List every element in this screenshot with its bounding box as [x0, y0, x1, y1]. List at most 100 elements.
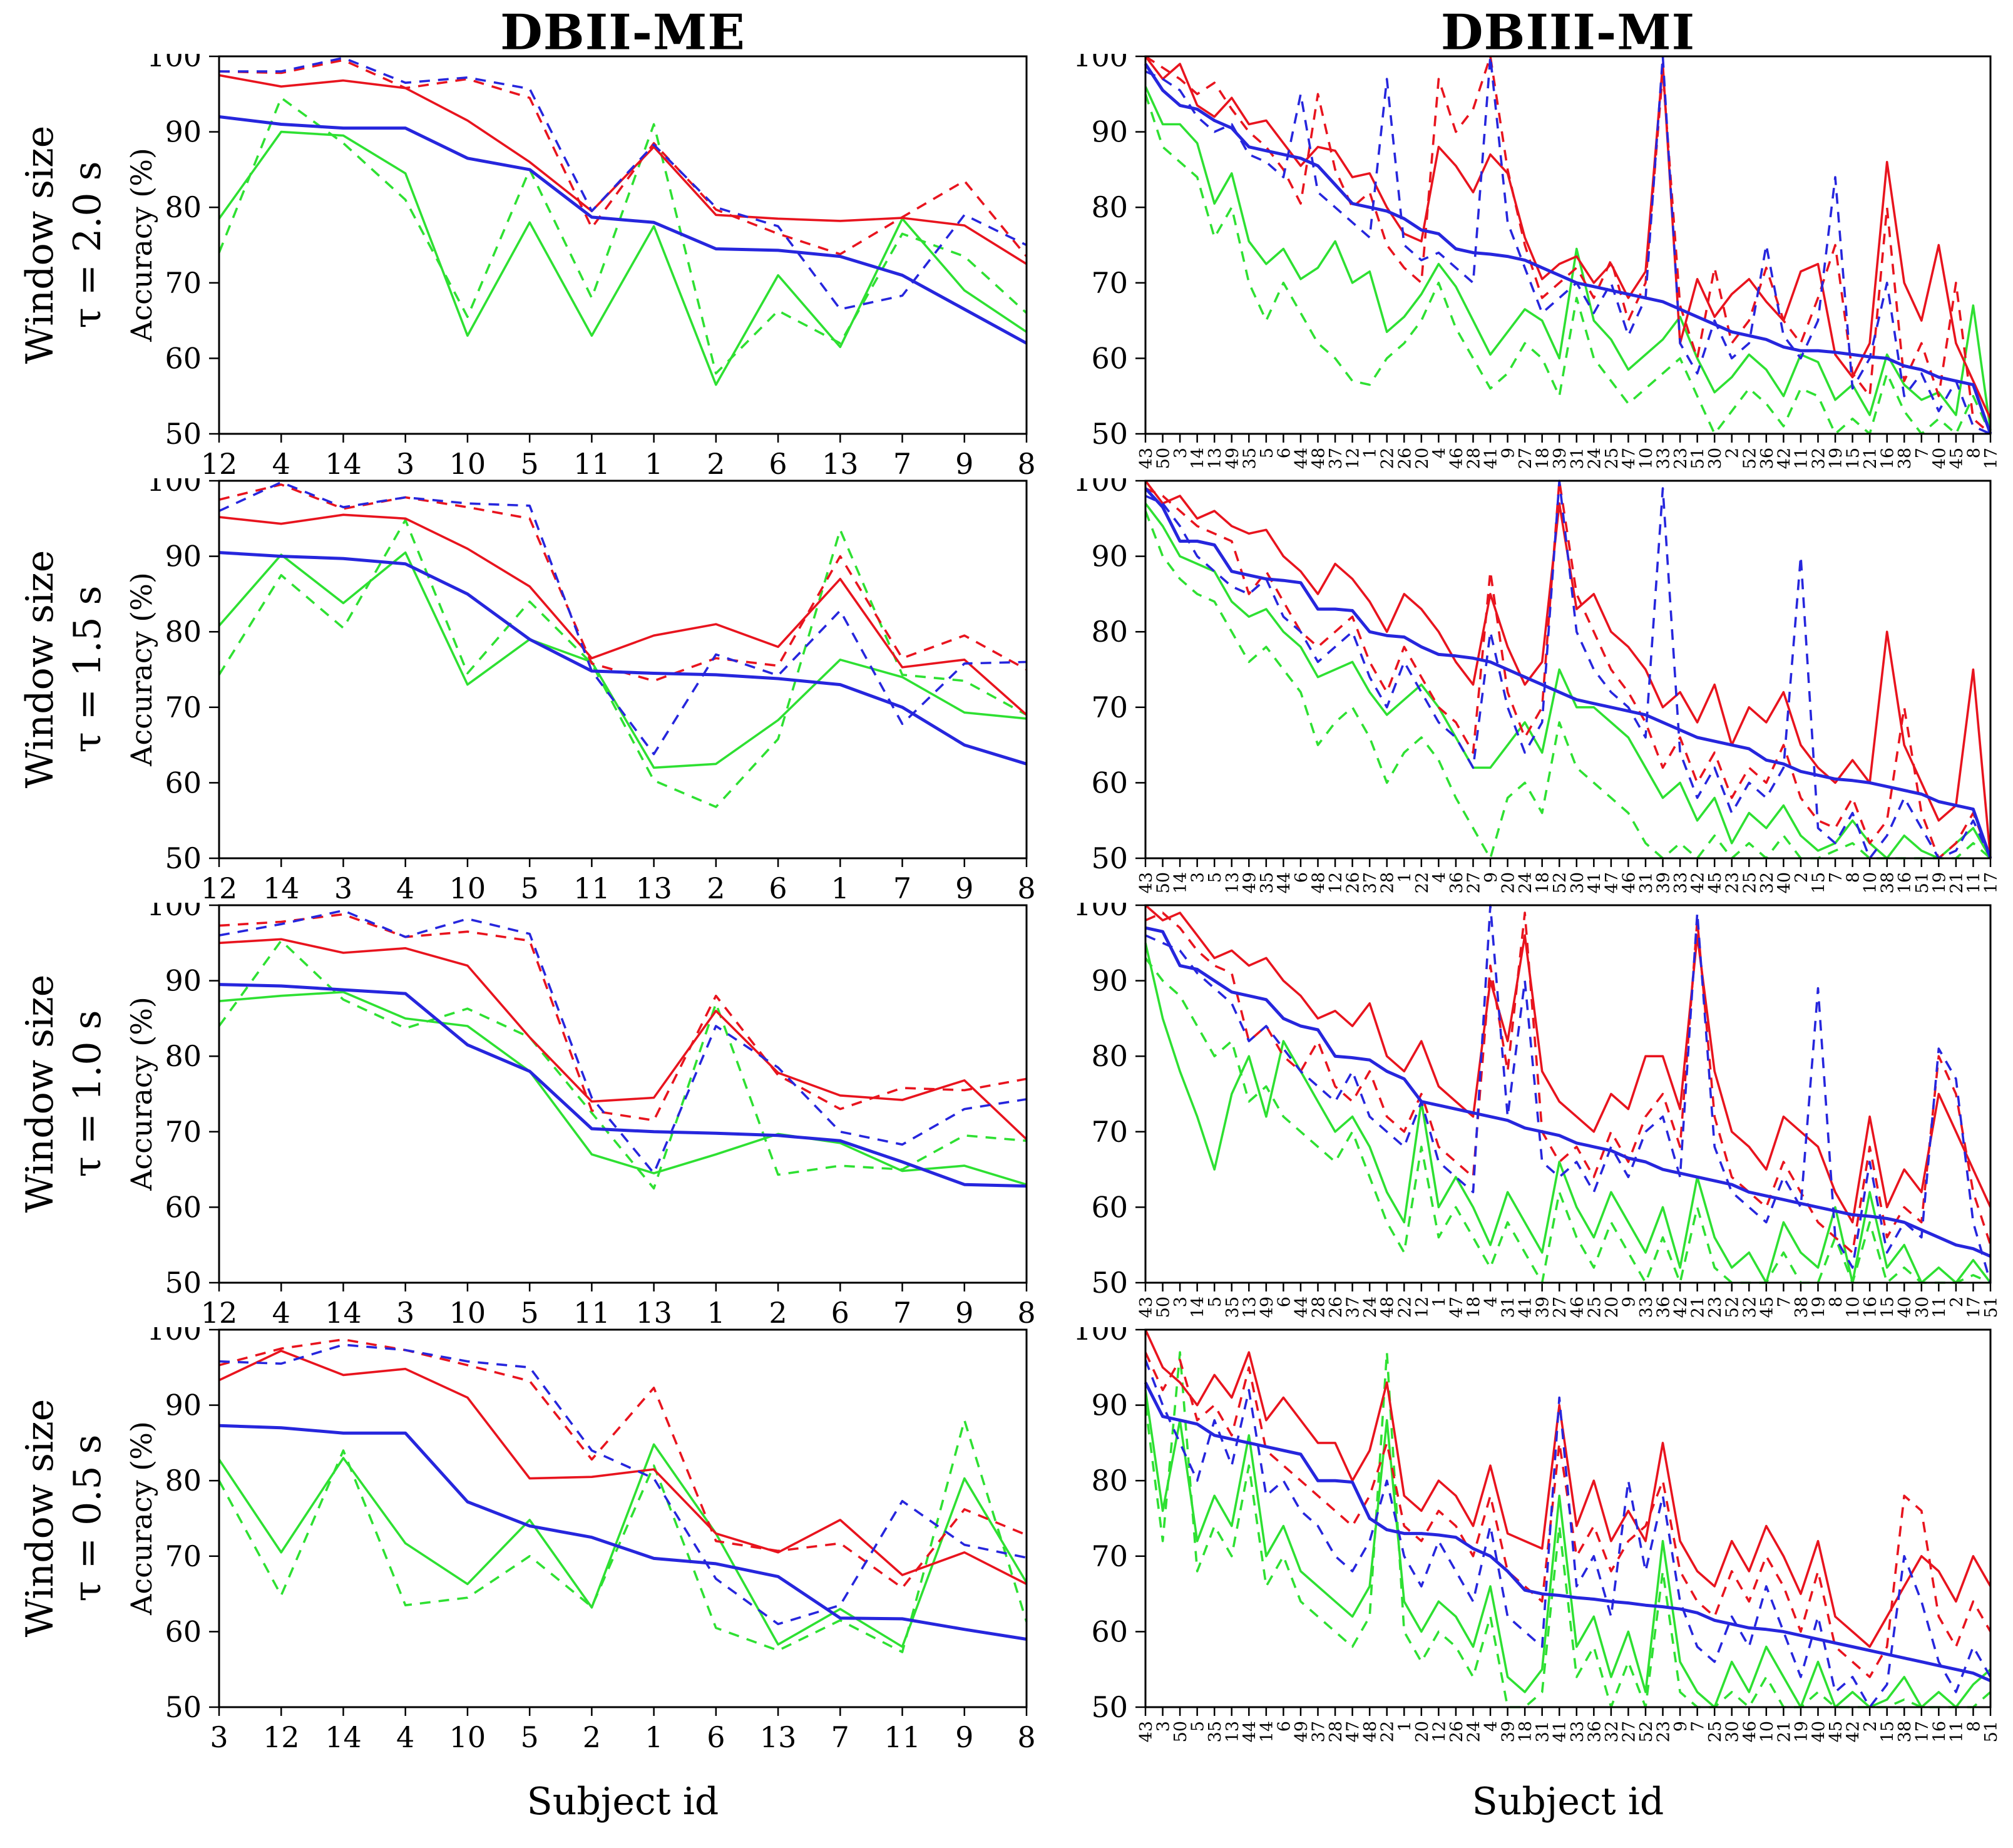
- svg-text:4: 4: [396, 1720, 414, 1754]
- svg-text:8: 8: [1826, 1296, 1846, 1307]
- svg-text:50: 50: [1091, 1266, 1128, 1300]
- svg-text:60: 60: [165, 1614, 202, 1648]
- svg-text:50: 50: [1154, 872, 1174, 893]
- svg-text:13: 13: [1223, 1721, 1242, 1742]
- row-label-window-size: Window size: [18, 550, 62, 789]
- svg-text:7: 7: [1775, 1296, 1794, 1307]
- svg-text:19: 19: [1826, 448, 1846, 469]
- x-axis-label-left: Subject id: [526, 1780, 719, 1824]
- svg-text:43: 43: [1137, 872, 1156, 893]
- svg-text:9: 9: [1482, 872, 1501, 883]
- svg-text:18: 18: [1534, 448, 1553, 469]
- svg-text:18: 18: [1516, 1721, 1535, 1742]
- svg-text:44: 44: [1292, 1296, 1311, 1318]
- svg-text:30: 30: [1913, 1296, 1932, 1318]
- svg-text:70: 70: [165, 1539, 202, 1573]
- svg-text:20: 20: [1499, 872, 1519, 893]
- svg-text:15: 15: [1844, 448, 1863, 469]
- svg-text:1: 1: [645, 1720, 663, 1754]
- svg-text:36: 36: [1447, 872, 1467, 893]
- svg-text:26: 26: [1344, 872, 1363, 893]
- svg-text:4: 4: [1430, 872, 1449, 883]
- svg-text:45: 45: [1758, 1296, 1777, 1318]
- svg-text:6: 6: [1274, 448, 1294, 458]
- svg-text:6: 6: [831, 1296, 849, 1330]
- svg-text:30: 30: [1706, 448, 1725, 469]
- svg-text:10: 10: [1637, 448, 1656, 469]
- svg-text:80: 80: [165, 615, 202, 649]
- svg-text:48: 48: [1361, 1721, 1380, 1742]
- svg-text:31: 31: [1637, 872, 1656, 893]
- svg-text:35: 35: [1206, 1721, 1225, 1742]
- svg-text:9: 9: [955, 1296, 973, 1330]
- svg-text:100: 100: [150, 54, 202, 73]
- svg-text:9: 9: [1499, 448, 1519, 458]
- svg-text:90: 90: [165, 115, 202, 149]
- svg-text:24: 24: [1361, 1296, 1380, 1318]
- svg-text:7: 7: [893, 871, 911, 905]
- row-label-window-size: Window size: [18, 1399, 62, 1638]
- svg-text:2: 2: [1792, 872, 1811, 883]
- svg-text:16: 16: [1878, 448, 1898, 469]
- svg-text:3: 3: [1171, 448, 1191, 458]
- svg-text:60: 60: [1091, 1190, 1128, 1224]
- svg-text:1: 1: [831, 871, 849, 905]
- svg-text:70: 70: [1091, 1115, 1128, 1149]
- svg-text:70: 70: [165, 1115, 202, 1149]
- svg-text:2: 2: [769, 1296, 787, 1330]
- svg-text:9: 9: [955, 871, 973, 905]
- svg-text:60: 60: [165, 766, 202, 799]
- svg-text:15: 15: [1809, 872, 1828, 893]
- svg-text:100: 100: [1077, 1327, 1128, 1347]
- svg-text:50: 50: [1091, 1690, 1128, 1724]
- svg-text:70: 70: [1091, 266, 1128, 300]
- svg-text:24: 24: [1585, 448, 1604, 469]
- svg-text:14: 14: [1189, 448, 1208, 469]
- svg-text:50: 50: [1171, 1721, 1191, 1742]
- svg-text:14: 14: [1171, 872, 1191, 893]
- svg-text:51: 51: [1913, 872, 1932, 893]
- svg-text:20: 20: [1413, 1721, 1432, 1742]
- svg-text:13: 13: [635, 871, 672, 905]
- svg-text:50: 50: [165, 417, 202, 451]
- svg-text:49: 49: [1223, 448, 1242, 469]
- svg-text:3: 3: [1154, 1721, 1174, 1732]
- svg-text:11: 11: [573, 1296, 610, 1330]
- svg-text:50: 50: [1091, 417, 1128, 451]
- row-label-tau: τ = 2.0 s: [66, 161, 110, 329]
- svg-text:23: 23: [1723, 872, 1743, 893]
- svg-text:5: 5: [1206, 1296, 1225, 1307]
- svg-text:2: 2: [1723, 448, 1743, 458]
- svg-text:4: 4: [1482, 1721, 1501, 1732]
- svg-text:16: 16: [1861, 1296, 1880, 1318]
- svg-text:100: 100: [1077, 903, 1128, 922]
- svg-text:46: 46: [1568, 1296, 1587, 1318]
- svg-text:11: 11: [1947, 1721, 1967, 1742]
- svg-text:100: 100: [1077, 478, 1128, 498]
- svg-text:27: 27: [1550, 1296, 1570, 1318]
- svg-text:31: 31: [1499, 1296, 1519, 1318]
- svg-text:90: 90: [165, 540, 202, 573]
- svg-text:39: 39: [1550, 448, 1570, 469]
- svg-text:17: 17: [1964, 1296, 1984, 1318]
- svg-text:9: 9: [955, 1720, 973, 1754]
- svg-text:47: 47: [1447, 1296, 1467, 1318]
- svg-text:100: 100: [150, 1327, 202, 1347]
- svg-text:22: 22: [1378, 1721, 1398, 1742]
- row-label-window-size: Window size: [18, 125, 62, 364]
- svg-text:49: 49: [1240, 872, 1259, 893]
- svg-text:10: 10: [449, 1296, 486, 1330]
- svg-text:33: 33: [1568, 1721, 1587, 1742]
- svg-text:17: 17: [1913, 1721, 1932, 1742]
- svg-text:7: 7: [893, 1296, 911, 1330]
- row-label-window-size: Window size: [18, 974, 62, 1213]
- svg-text:42: 42: [1775, 448, 1794, 469]
- svg-text:36: 36: [1758, 448, 1777, 469]
- svg-text:14: 14: [263, 871, 300, 905]
- svg-text:47: 47: [1602, 872, 1622, 893]
- svg-text:46: 46: [1447, 448, 1467, 469]
- svg-text:52: 52: [1637, 1721, 1656, 1742]
- svg-text:3: 3: [1171, 1296, 1191, 1307]
- svg-text:1: 1: [707, 1296, 725, 1330]
